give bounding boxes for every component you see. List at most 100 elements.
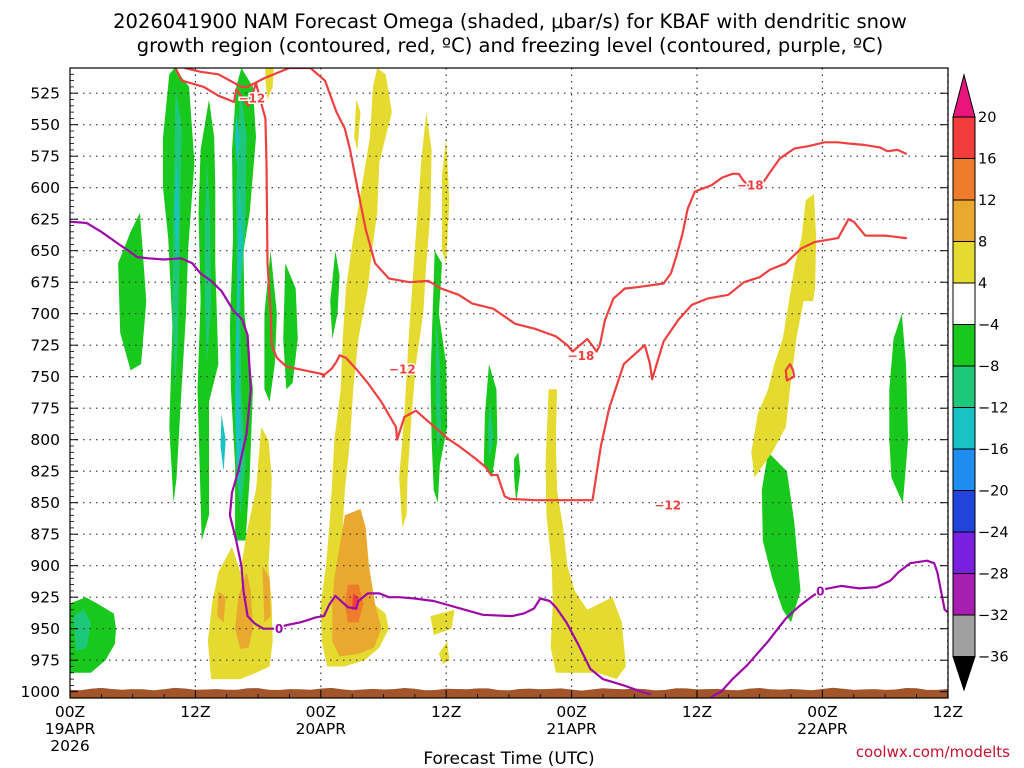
- colorbar-bin: [952, 573, 976, 616]
- contour-dgz-minus18: [183, 68, 908, 353]
- colorbar-label: −20: [978, 484, 1009, 500]
- x-tick-label: 20APR: [296, 720, 347, 738]
- omega-region-rise-mid-b: [235, 572, 253, 649]
- contour-lines: [70, 68, 948, 698]
- y-tick-label: 700: [30, 305, 60, 323]
- x-tick-label: 12Z: [431, 703, 461, 721]
- colorbar-bin: [952, 490, 976, 533]
- contour-label: −18: [737, 179, 764, 193]
- colorbar-label: −32: [978, 608, 1009, 624]
- x-tick-label: 12Z: [682, 703, 712, 721]
- colorbar-bin: [952, 614, 976, 657]
- omega-region-snow-mid-i: [488, 401, 494, 459]
- y-tick-label: 625: [30, 211, 60, 229]
- colorbar-label: 12: [978, 193, 996, 209]
- omega-region-snow-neg-a: [118, 212, 147, 371]
- x-tick-label: 00Z: [556, 703, 586, 721]
- ground-layer: [70, 687, 948, 698]
- credit-text: coolwx.com/modelts: [856, 743, 1010, 761]
- y-tick-label: 525: [30, 85, 60, 103]
- omega-region-snow-neg-k: [761, 452, 801, 623]
- omega-region-rise-i: [430, 609, 455, 635]
- contour-dgz-small-loop: [784, 363, 796, 382]
- y-tick-label: 600: [30, 179, 60, 197]
- contour-label: 0: [275, 622, 283, 636]
- y-tick-label: 650: [30, 242, 60, 260]
- omega-region-snow-mid-c: [204, 162, 212, 365]
- y-tick-label: 825: [30, 463, 60, 481]
- x-tick-label: 19APR: [45, 720, 96, 738]
- omega-region-rise-b: [399, 112, 432, 528]
- omega-region-rise-g: [545, 389, 626, 680]
- x-tick-label: 00Z: [306, 703, 336, 721]
- omega-region-snow-neg-l: [889, 313, 909, 503]
- omega-region-snow-strong-f: [174, 162, 179, 264]
- x-tick-label: 00Z: [55, 703, 85, 721]
- omega-region-snow-strong-d: [235, 175, 243, 491]
- omega-region-rise-h: [751, 194, 817, 478]
- contour-label: −12: [654, 499, 681, 513]
- omega-region-rise-j: [265, 68, 274, 100]
- omega-region-snow-neg-j: [514, 452, 521, 503]
- colorbar-label: −12: [978, 401, 1009, 417]
- colorbar-label: −36: [978, 650, 1009, 666]
- y-tick-label: 975: [30, 652, 60, 670]
- colorbar-label: −24: [978, 525, 1009, 541]
- x-tick-label: 22APR: [797, 720, 848, 738]
- y-tick-label: 675: [30, 274, 60, 292]
- y-tick-label: 1000: [21, 683, 60, 701]
- colorbar-bin: [952, 324, 976, 367]
- chart-title-line-2: growth region (contoured, red, ºC) and f…: [137, 34, 884, 57]
- y-tick-label: 575: [30, 148, 60, 166]
- omega-region-rise-a: [320, 68, 392, 667]
- y-tick-label: 925: [30, 589, 60, 607]
- contour-freezing-level-east: [710, 559, 948, 698]
- omega-region-rise-mid-d: [217, 590, 226, 623]
- contour-label: 0: [816, 584, 824, 598]
- y-tick-label: 900: [30, 557, 60, 575]
- omega-region-snow-strong-g: [235, 112, 240, 169]
- y-tick-label: 775: [30, 400, 60, 418]
- colorbar-label: 20: [978, 110, 996, 126]
- x-tick-label: 2026: [50, 737, 89, 755]
- colorbar-bin: [952, 448, 976, 491]
- colorbar-label: 16: [978, 152, 996, 168]
- colorbar-bin: [952, 199, 976, 242]
- contour-label: −12: [389, 363, 416, 377]
- x-tick-label: 00Z: [807, 703, 837, 721]
- colorbar-label: 8: [978, 235, 987, 251]
- colorbar-over-triangle: [952, 73, 976, 118]
- y-axis: 525 550 575 600 625 650 675 700 725 750 775 800 825 8…: [21, 73, 948, 701]
- omega-region-rise-mid-a: [332, 509, 382, 657]
- y-tick-label: 800: [30, 431, 60, 449]
- colorbar-bin: [952, 365, 976, 408]
- y-tick-label: 725: [30, 337, 60, 355]
- colorbar-label: −16: [978, 442, 1009, 458]
- omega-region-rise-e: [350, 263, 357, 339]
- colorbar-bin: [952, 531, 976, 574]
- contour-label: −18: [568, 349, 595, 363]
- colorbar-label: 4: [978, 276, 987, 292]
- colorbar-label: −28: [978, 567, 1009, 583]
- omega-region-snow-mid-k: [73, 609, 91, 652]
- colorbar-bin: [952, 241, 976, 284]
- omega-region-snow-strong-e: [220, 414, 226, 472]
- x-axis-label: Forecast Time (UTC): [423, 749, 594, 768]
- contour-labels: −12 −12 −18 −12 −18 0 0: [237, 90, 826, 637]
- ground-terrain: [70, 687, 948, 698]
- colorbar-under-triangle: [952, 656, 976, 692]
- chart-title-line-1: 2026041900 NAM Forecast Omega (shaded, μ…: [113, 10, 907, 33]
- colorbar-bin: [952, 407, 976, 450]
- y-tick-label: 875: [30, 526, 60, 544]
- omega-region-snow-neg-f: [283, 263, 298, 390]
- y-tick-label: 550: [30, 116, 60, 134]
- contour-label: −12: [238, 92, 265, 106]
- x-tick-label: 21APR: [546, 720, 597, 738]
- colorbar-bin: [952, 282, 976, 325]
- x-tick-label: 12Z: [180, 703, 210, 721]
- colorbar: 20 16 12 8 4 −4 −8 −12 −16 −20 −24 −28 −32 −36: [952, 73, 1009, 692]
- omega-region-rise-c: [442, 137, 450, 264]
- colorbar-bin: [952, 116, 976, 159]
- x-tick-label: 12Z: [933, 703, 963, 721]
